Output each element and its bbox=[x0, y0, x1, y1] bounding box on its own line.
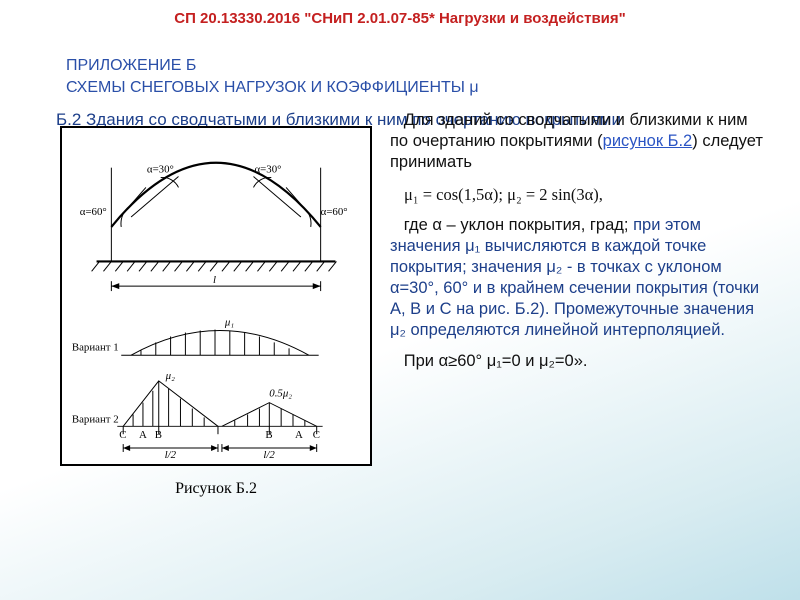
p5: При α≥60° μ₁=0 и μ₂=0». bbox=[404, 352, 588, 370]
label-pt-a2: A bbox=[295, 429, 303, 441]
figure-caption: Рисунок Б.2 bbox=[60, 466, 372, 498]
document-code: СП 20.13330.2016 "СНиП 2.01.07-85* Нагру… bbox=[0, 0, 800, 27]
label-variant2: Вариант 2 bbox=[72, 414, 119, 426]
figure-link[interactable]: рисунок Б.2 bbox=[603, 132, 693, 150]
figure-b2-diagram: α=30° α=30° α=60° α=60° l Вариант 1 bbox=[62, 128, 370, 464]
label-pt-c2: C bbox=[313, 429, 320, 441]
label-alpha30-right: α=30° bbox=[255, 164, 282, 176]
label-pt-a1: A bbox=[139, 429, 147, 441]
label-span-l: l bbox=[213, 274, 216, 286]
figure-column: α=30° α=30° α=60° α=60° l Вариант 1 bbox=[60, 134, 372, 498]
p4-blue: при этом значения μ₁ вычисляются в каждо… bbox=[390, 216, 759, 340]
paragraph-last: При α≥60° μ₁=0 и μ₂=0». bbox=[390, 351, 766, 372]
label-alpha30-left: α=30° bbox=[147, 164, 174, 176]
figure-frame: α=30° α=30° α=60° α=60° l Вариант 1 bbox=[60, 126, 372, 466]
text-column: Для зданий со сводчатыми и близкими к ни… bbox=[390, 110, 766, 498]
label-alpha60-left: α=60° bbox=[80, 206, 107, 218]
p3-where: где α – уклон покрытия, град; bbox=[404, 216, 629, 234]
appendix-line1: ПРИЛОЖЕНИЕ Б bbox=[66, 57, 196, 74]
formula-line: μ₁ = cos(1,5α); μ₂ = 2 sin(3α), bbox=[390, 184, 766, 205]
appendix-line2: СХЕМЫ СНЕГОВЫХ НАГРУЗОК И КОЭФФИЦИЕНТЫ μ bbox=[66, 79, 479, 96]
appendix-heading: ПРИЛОЖЕНИЕ Б СХЕМЫ СНЕГОВЫХ НАГРУЗОК И К… bbox=[0, 27, 800, 98]
label-mu2: μ₂ bbox=[165, 370, 175, 382]
paragraph-intro: Для зданий со сводчатыми и близкими к ни… bbox=[390, 110, 766, 173]
label-mu1: μ₁ bbox=[224, 317, 234, 329]
label-l2-left: l/2 bbox=[165, 449, 177, 461]
label-alpha60-right: α=60° bbox=[321, 206, 348, 218]
label-l2-right: l/2 bbox=[263, 449, 275, 461]
label-pt-b2: B bbox=[265, 429, 272, 441]
paragraph-body: где α – уклон покрытия, град; при этом з… bbox=[390, 215, 766, 342]
label-variant1: Вариант 1 bbox=[72, 341, 119, 353]
label-pt-b1: B bbox=[155, 429, 162, 441]
label-half-mu2: 0.5μ₂ bbox=[269, 388, 292, 400]
label-pt-c1: C bbox=[119, 429, 126, 441]
content-row: α=30° α=30° α=60° α=60° l Вариант 1 bbox=[0, 134, 800, 498]
